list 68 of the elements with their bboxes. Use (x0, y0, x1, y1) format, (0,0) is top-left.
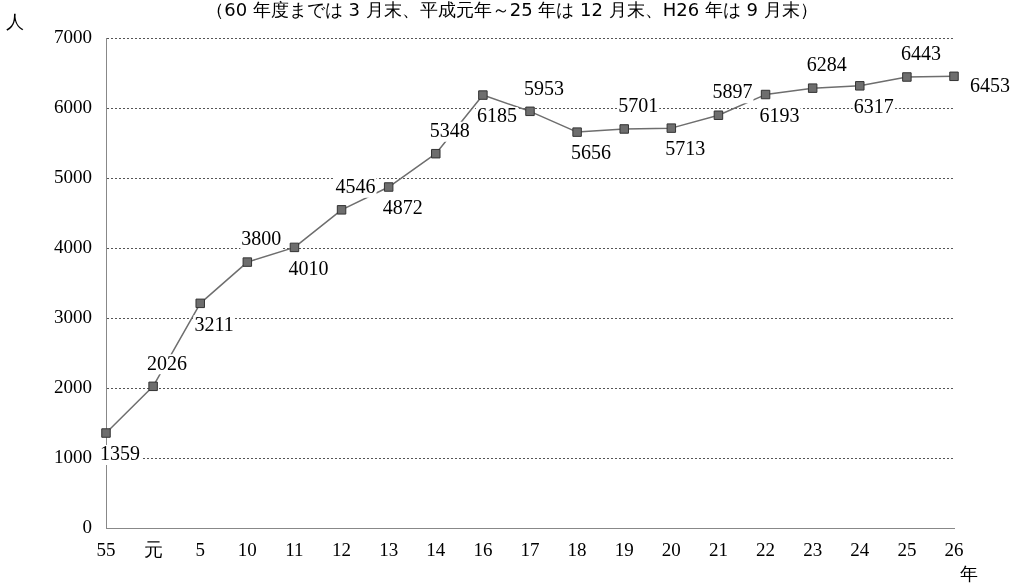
x-tick-label: 26 (944, 538, 964, 560)
x-tick-label: 16 (473, 538, 493, 560)
x-tick-label: 13 (379, 538, 399, 560)
point (949, 71, 959, 82)
data-label: 5348 (429, 118, 470, 141)
point (525, 106, 535, 117)
y-tick-label: 1000 (54, 446, 92, 468)
data-label: 3211 (194, 312, 234, 335)
point (148, 381, 158, 392)
point (101, 428, 111, 438)
x-tick-label: 23 (803, 538, 823, 560)
point (383, 182, 394, 192)
data-label: 6443 (900, 42, 941, 65)
x-tick-label: 14 (426, 538, 446, 560)
x-tick-label: 19 (614, 538, 634, 560)
data-label: 2026 (147, 351, 188, 374)
x-axis-title: 年 (960, 562, 978, 586)
point (242, 257, 253, 267)
y-tick-label: 3000 (54, 306, 92, 328)
point (572, 127, 582, 137)
y-tick-label: 6000 (54, 96, 92, 118)
data-label: 5953 (524, 76, 564, 99)
data-label: 6185 (476, 104, 517, 127)
x-tick-label: 18 (567, 538, 587, 560)
data-label: 5713 (665, 137, 706, 160)
point (666, 123, 677, 133)
point (289, 242, 300, 253)
data-label: 6193 (759, 103, 800, 126)
x-tick-label: 11 (285, 538, 304, 560)
data-label: 3800 (241, 227, 282, 250)
point (807, 83, 818, 93)
point (195, 298, 205, 309)
y-tick-label: 0 (82, 516, 92, 538)
x-tick-label: 12 (332, 538, 352, 560)
data-label: 6453 (970, 73, 1010, 96)
x-tick-label: 25 (897, 538, 917, 560)
data-label: 6317 (853, 95, 894, 118)
x-tick-label: 5 (195, 538, 205, 560)
data-label: 4010 (288, 256, 329, 279)
x-tick-label: 10 (237, 538, 257, 560)
x-tick-label: 24 (850, 538, 870, 560)
x-tick-label: 22 (756, 538, 776, 560)
data-label: 4872 (382, 196, 423, 219)
point (713, 110, 724, 120)
point (619, 124, 629, 134)
chart-subtitle: （60 年度までは 3 月末、平成元年～25 年は 12 月末、H26 年は 9 月末） (206, 0, 818, 20)
data-label: 1359 (100, 442, 140, 465)
data-label: 5897 (712, 80, 753, 103)
point (760, 89, 771, 100)
y-axis-title: 人 (6, 10, 24, 34)
x-tick-label: 55 (96, 538, 116, 560)
data-label: 5701 (618, 94, 659, 117)
point (478, 90, 488, 100)
x-tick-label: 元 (143, 538, 163, 560)
data-label: 4546 (335, 175, 376, 198)
y-tick-label: 5000 (54, 166, 92, 188)
point (855, 81, 865, 91)
point (902, 72, 912, 82)
x-tick-label: 17 (520, 538, 540, 560)
y-tick-label: 4000 (54, 236, 92, 258)
point (431, 148, 441, 159)
x-tick-label: 20 (661, 538, 681, 560)
x-tick-label: 21 (708, 538, 728, 560)
point (336, 205, 347, 215)
y-tick-label: 7000 (54, 25, 92, 47)
y-tick-label: 2000 (54, 376, 92, 398)
data-label: 5656 (571, 141, 612, 164)
data-label: 6284 (806, 53, 847, 76)
